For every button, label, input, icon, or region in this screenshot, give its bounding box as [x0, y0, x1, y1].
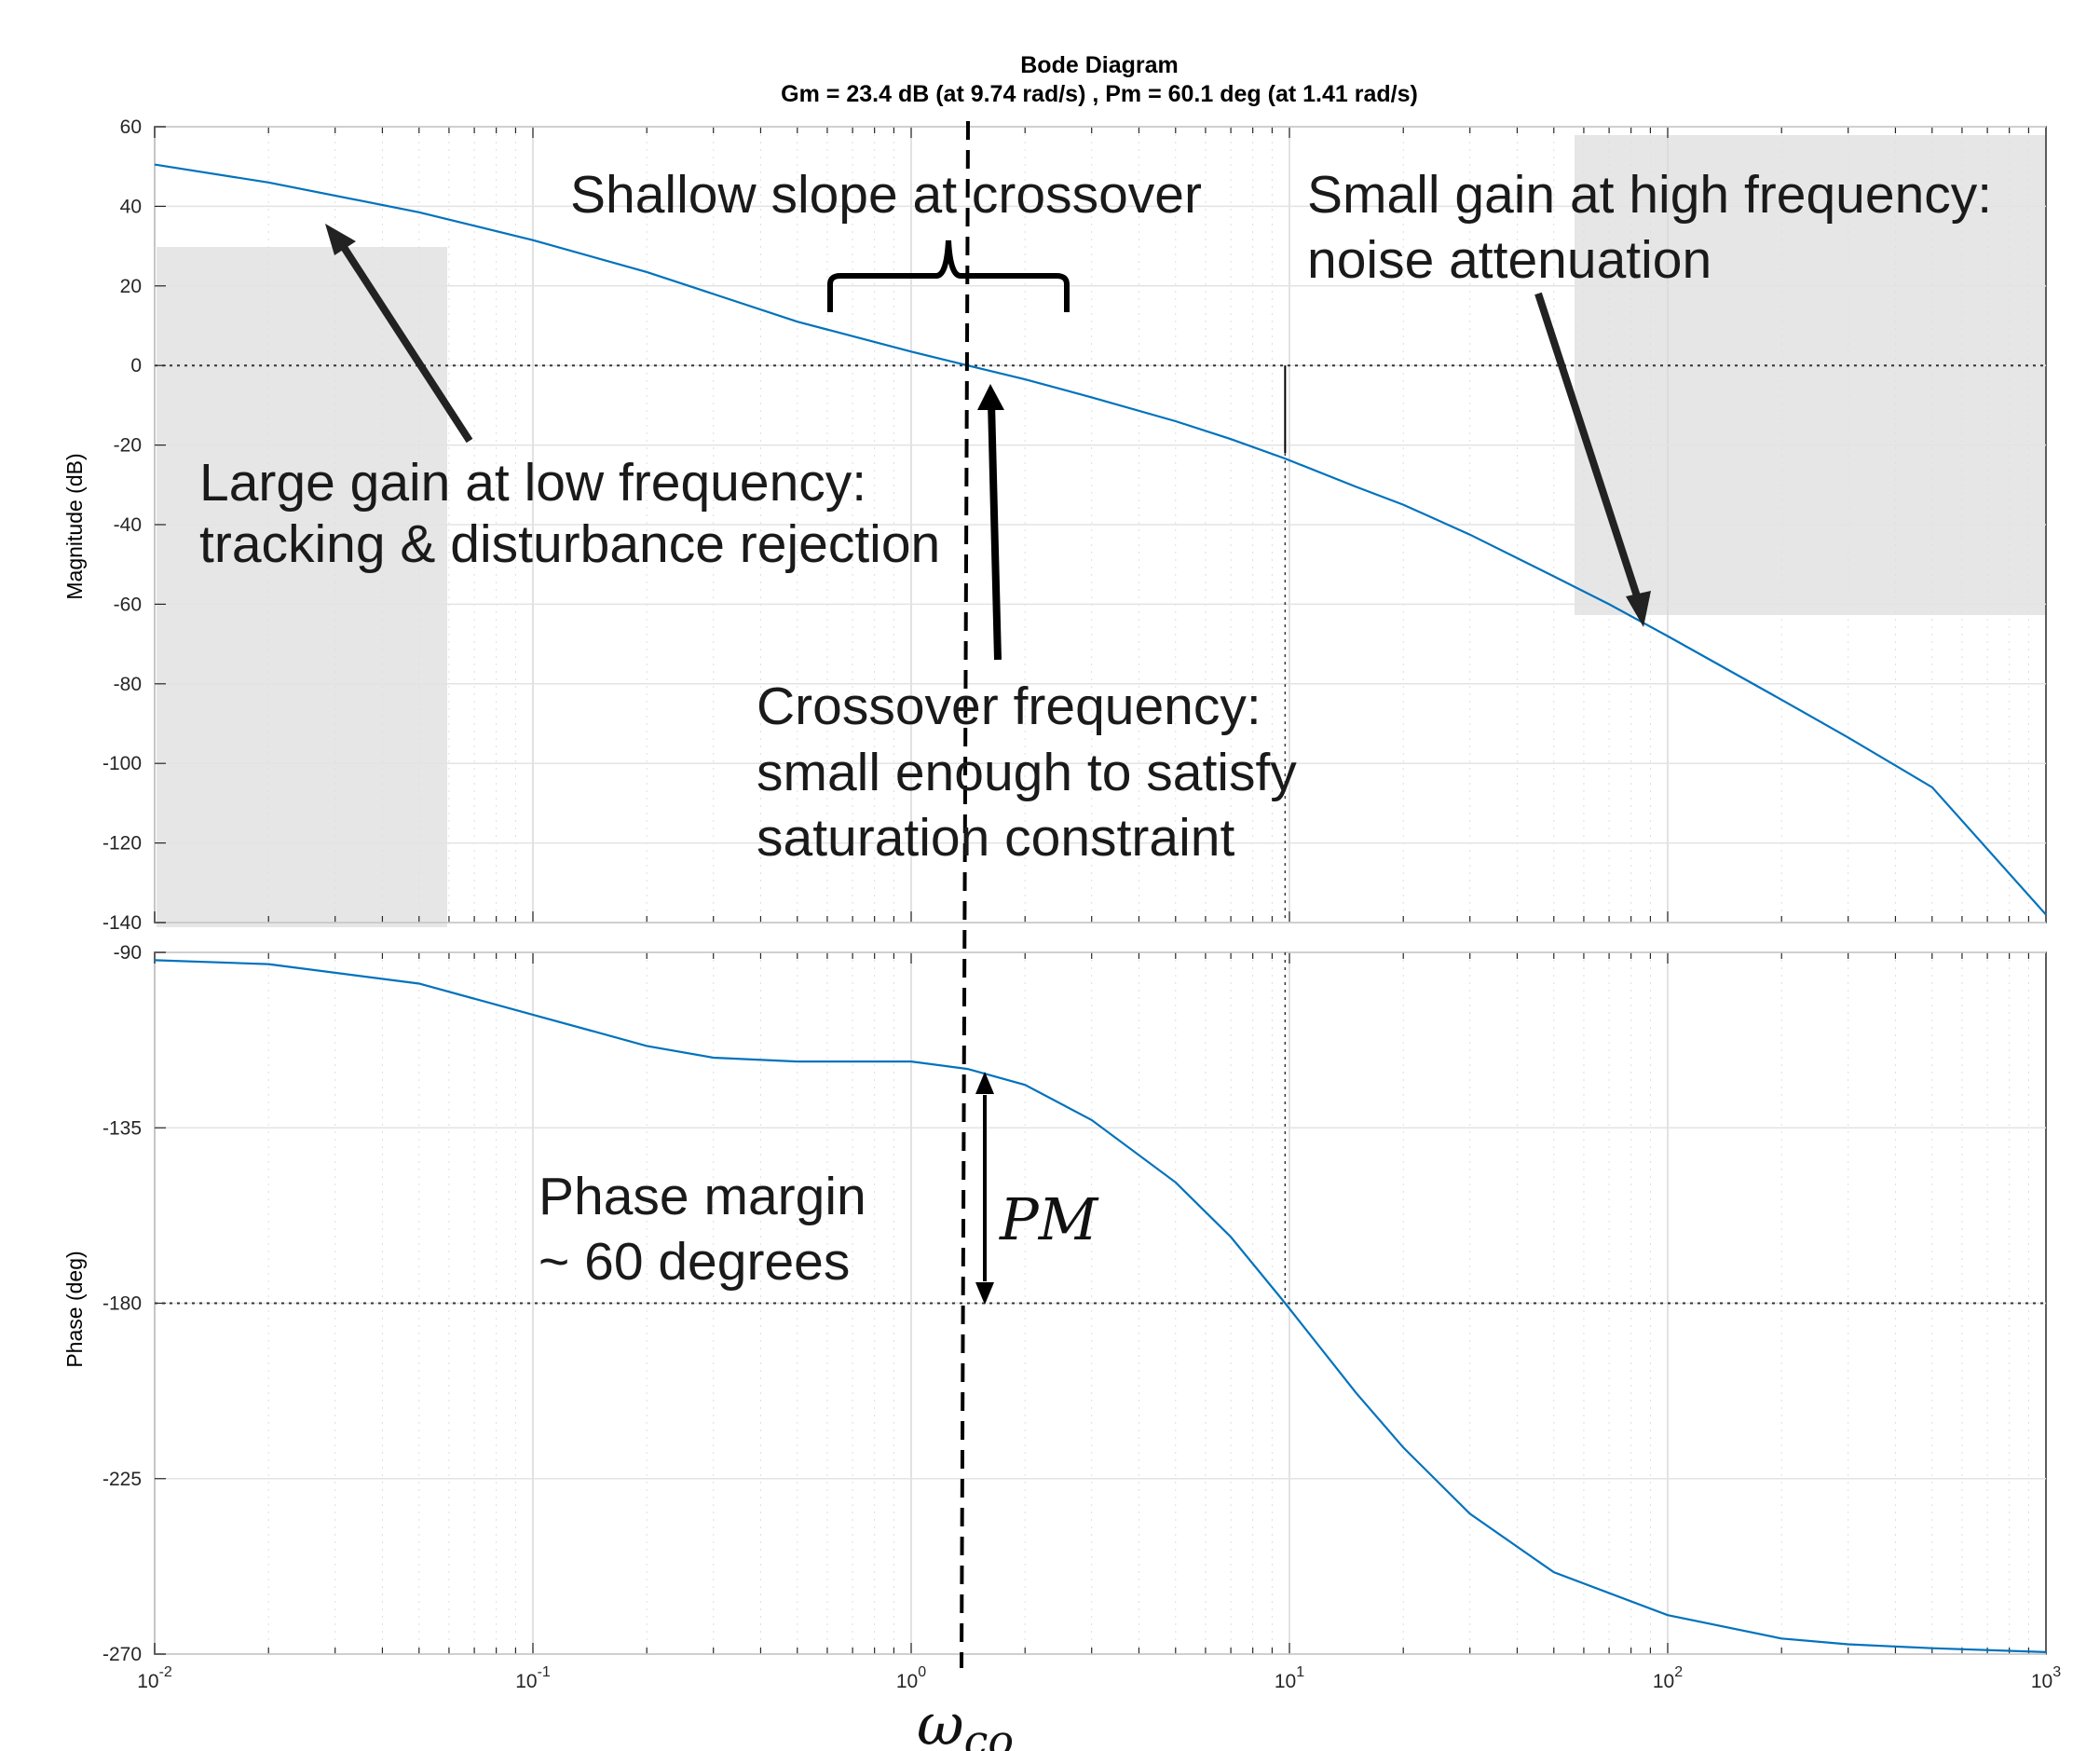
phase-y-tick-label: -270 [102, 1644, 142, 1665]
chart-subtitle: Gm = 23.4 dB (at 9.74 rad/s) , Pm = 60.1… [781, 81, 1418, 107]
magnitude-y-tick-label: -140 [102, 912, 142, 934]
small-gain-annotation-line2: noise attenuation [1307, 230, 1711, 290]
omega-subscript: co [964, 1716, 1014, 1751]
omega-co-label: ωco [917, 1690, 1014, 1751]
magnitude-y-tick-label: -20 [114, 435, 142, 457]
low-frequency-shade [157, 247, 447, 927]
phase-margin-arrowhead-top [975, 1072, 994, 1094]
series-layer [154, 163, 2047, 1653]
large-gain-annotation-line2: tracking & disturbance rejection [199, 514, 940, 574]
x-tick-label: 101 [1275, 1664, 1304, 1692]
crossover-annotation-line3: saturation constraint [757, 808, 1234, 868]
magnitude-curve [154, 163, 2047, 916]
x-tick-label: 103 [2031, 1664, 2061, 1692]
phase-y-tick-label: -135 [102, 1117, 142, 1139]
large-gain-arrow [334, 236, 473, 444]
frequency-tick-labels: 10-2 10-1 100 101 102 103 [137, 1664, 2061, 1692]
phase-grid [154, 951, 2047, 1655]
phase-axis-label: Phase (deg) [62, 1251, 87, 1367]
phase-curve [154, 959, 2047, 1653]
magnitude-y-tick-label: 60 [120, 116, 142, 138]
magnitude-y-tick-label: -120 [102, 833, 142, 855]
large-gain-annotation-line1: Large gain at low frequency: [199, 453, 866, 513]
magnitude-axis-label: Magnitude (dB) [62, 453, 87, 599]
annotation-decorations [325, 120, 1651, 1669]
phase-y-tick-label: -225 [102, 1469, 142, 1490]
magnitude-y-tick-label: -40 [114, 514, 142, 536]
magnitude-y-tick-label: 0 [130, 355, 142, 376]
crossover-annotation-line1: Crossover frequency: [757, 677, 1261, 736]
shallow-slope-brace [827, 239, 1070, 312]
pm-label: PM [999, 1185, 1099, 1253]
crossover-dashed-line [960, 120, 970, 1669]
phase-margin-annotation-line1: Phase margin [539, 1167, 866, 1226]
magnitude-y-tick-label: -60 [114, 594, 142, 615]
phase-margin-annotation-line2: ~ 60 degrees [539, 1232, 850, 1292]
phase-y-tick-label: -90 [114, 942, 142, 964]
small-gain-annotation-line1: Small gain at high frequency: [1307, 165, 1992, 225]
magnitude-grid [154, 126, 2047, 923]
x-tick-label: 10-2 [137, 1664, 172, 1692]
magnitude-y-tick-label: 20 [120, 276, 142, 297]
omega-symbol: ω [917, 1690, 964, 1751]
phase-tick-labels: -90 -135 -180 -225 -270 [102, 942, 142, 1665]
magnitude-y-tick-label: 40 [120, 196, 142, 217]
x-tick-label: 10-1 [515, 1664, 551, 1692]
high-frequency-shade [1575, 135, 2045, 615]
crossover-arrowhead [977, 384, 1004, 410]
x-tick-label: 102 [1653, 1664, 1683, 1692]
small-gain-arrowhead [1626, 591, 1651, 627]
shallow-slope-annotation: Shallow slope at crossover [570, 165, 1202, 225]
small-gain-arrow [1534, 292, 1644, 609]
magnitude-y-tick-label: -80 [114, 674, 142, 695]
phase-margin-arrowhead-bottom [975, 1282, 994, 1305]
crossover-annotation-line2: small enough to satisfy [757, 743, 1297, 802]
crossover-arrow [988, 402, 1002, 661]
large-gain-arrowhead [325, 224, 356, 255]
magnitude-tick-labels: 60 40 20 0 -20 -40 -60 -80 -100 -120 -140 [102, 116, 142, 934]
phase-y-tick-label: -180 [102, 1293, 142, 1315]
magnitude-y-tick-label: -100 [102, 753, 142, 774]
x-tick-label: 100 [896, 1664, 926, 1692]
chart-title: Bode Diagram [1020, 52, 1178, 78]
